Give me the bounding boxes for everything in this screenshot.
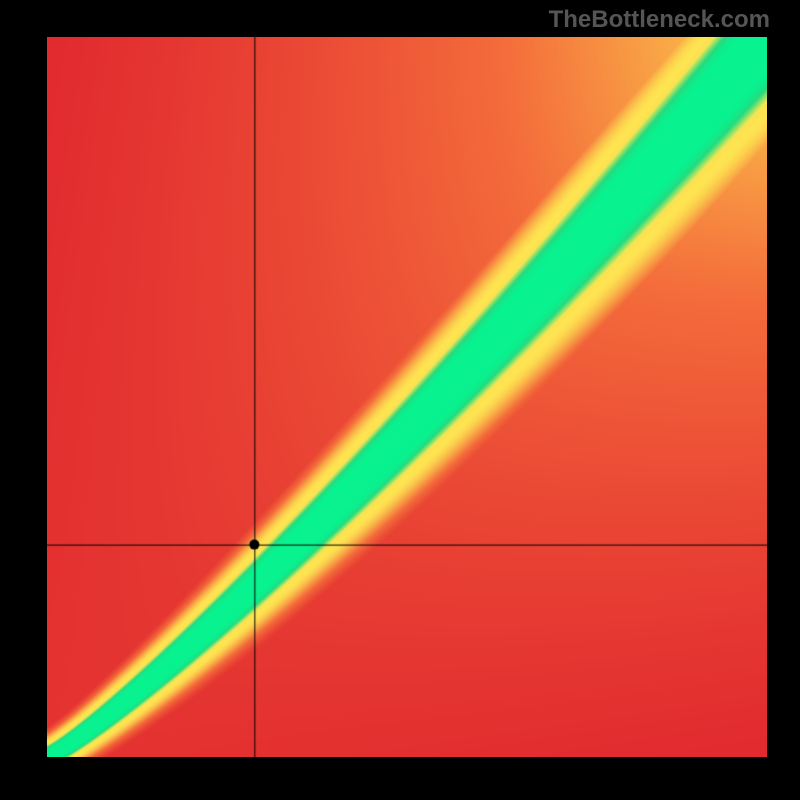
watermark-text: TheBottleneck.com	[549, 6, 770, 34]
bottleneck-heatmap	[47, 37, 767, 757]
